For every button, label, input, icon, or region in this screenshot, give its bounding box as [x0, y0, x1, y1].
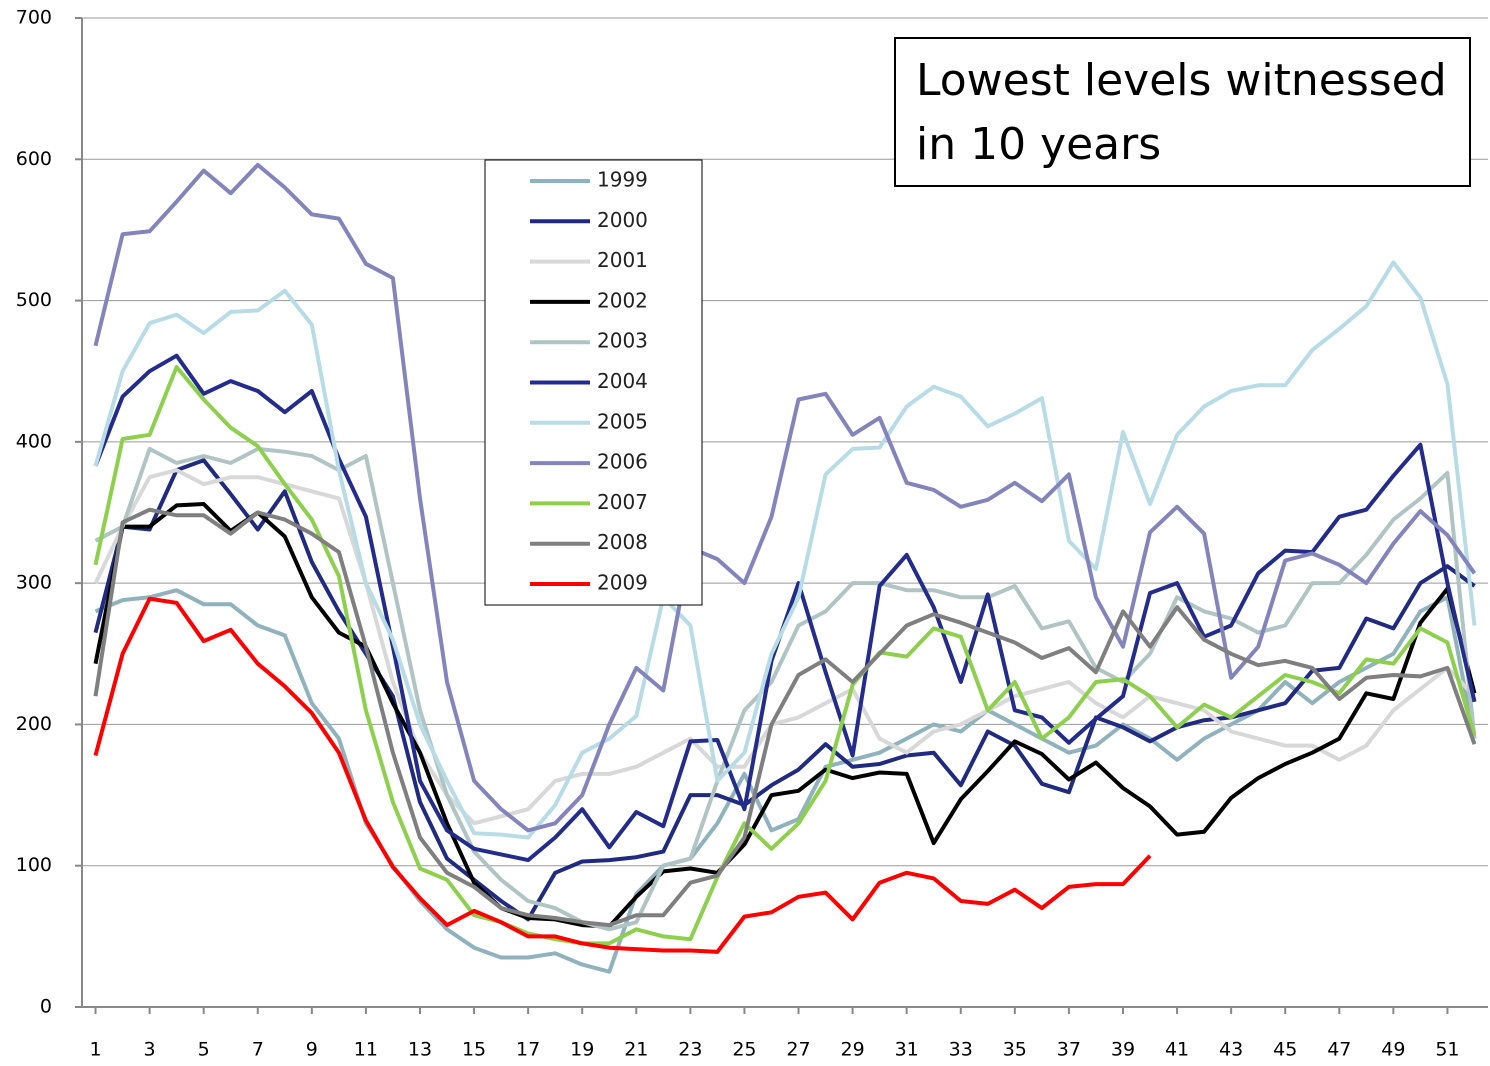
- x-tick-label: 45: [1273, 1039, 1297, 1061]
- lines: [96, 165, 1475, 972]
- x-tick-label: 51: [1435, 1039, 1459, 1061]
- x-tick-label: 15: [462, 1039, 486, 1061]
- y-tick-label: 0: [40, 996, 52, 1018]
- series-line: [96, 356, 1475, 860]
- x-tick-label: 3: [144, 1039, 156, 1061]
- series-line: [96, 590, 1475, 972]
- x-tick-label: 33: [949, 1039, 973, 1061]
- legend-label: 2008: [597, 530, 648, 554]
- x-tick-label: 5: [198, 1039, 210, 1061]
- y-tick-label: 600: [16, 148, 52, 170]
- legend-label: 2006: [597, 450, 648, 474]
- x-tick-label: 31: [895, 1039, 919, 1061]
- legend-label: 2007: [597, 490, 648, 514]
- legend-box: [485, 160, 702, 605]
- y-tick-label: 700: [16, 7, 52, 29]
- x-tick-label: 39: [1111, 1039, 1135, 1061]
- x-tick-label: 1: [89, 1039, 101, 1061]
- x-tick-label: 19: [570, 1039, 594, 1061]
- legend-label: 2009: [597, 571, 648, 595]
- legend-label: 2002: [597, 288, 648, 312]
- y-tick-label: 100: [16, 854, 52, 876]
- x-tick-label: 41: [1165, 1039, 1189, 1061]
- y-tick-label: 200: [16, 713, 52, 735]
- x-tick-label: 7: [252, 1039, 264, 1061]
- legend-label: 2004: [597, 369, 648, 393]
- annotation: in 10 years: [916, 119, 1161, 170]
- chart: 0100200300400500600700135791113151719212…: [0, 0, 1490, 1062]
- x-tick-label: 27: [786, 1039, 810, 1061]
- legend-label: 2003: [597, 329, 648, 353]
- series-line: [96, 165, 1475, 831]
- series-line: [96, 599, 1151, 952]
- y-tick-label: 400: [16, 430, 52, 452]
- x-tick-label: 43: [1219, 1039, 1243, 1061]
- y-tick-label: 500: [16, 289, 52, 311]
- x-tick-label: 37: [1057, 1039, 1081, 1061]
- x-tick-label: 25: [732, 1039, 756, 1061]
- x-tick-label: 49: [1381, 1039, 1405, 1061]
- x-tick-label: 9: [306, 1039, 318, 1061]
- legend-label: 1999: [597, 168, 648, 192]
- x-tick-label: 23: [678, 1039, 702, 1061]
- series-line: [96, 262, 1475, 837]
- legend-label: 2001: [597, 248, 648, 272]
- legend-label: 2005: [597, 409, 648, 433]
- x-tick-label: 47: [1327, 1039, 1351, 1061]
- x-tick-label: 21: [624, 1039, 648, 1061]
- x-tick-label: 35: [1003, 1039, 1027, 1061]
- series-line: [96, 470, 1475, 823]
- annotation: Lowest levels witnessed: [916, 55, 1447, 106]
- x-tick-label: 13: [408, 1039, 432, 1061]
- x-tick-label: 29: [841, 1039, 865, 1061]
- legend-label: 2000: [597, 208, 648, 232]
- x-tick-label: 11: [354, 1039, 378, 1061]
- y-tick-label: 300: [16, 572, 52, 594]
- x-tick-label: 17: [516, 1039, 540, 1061]
